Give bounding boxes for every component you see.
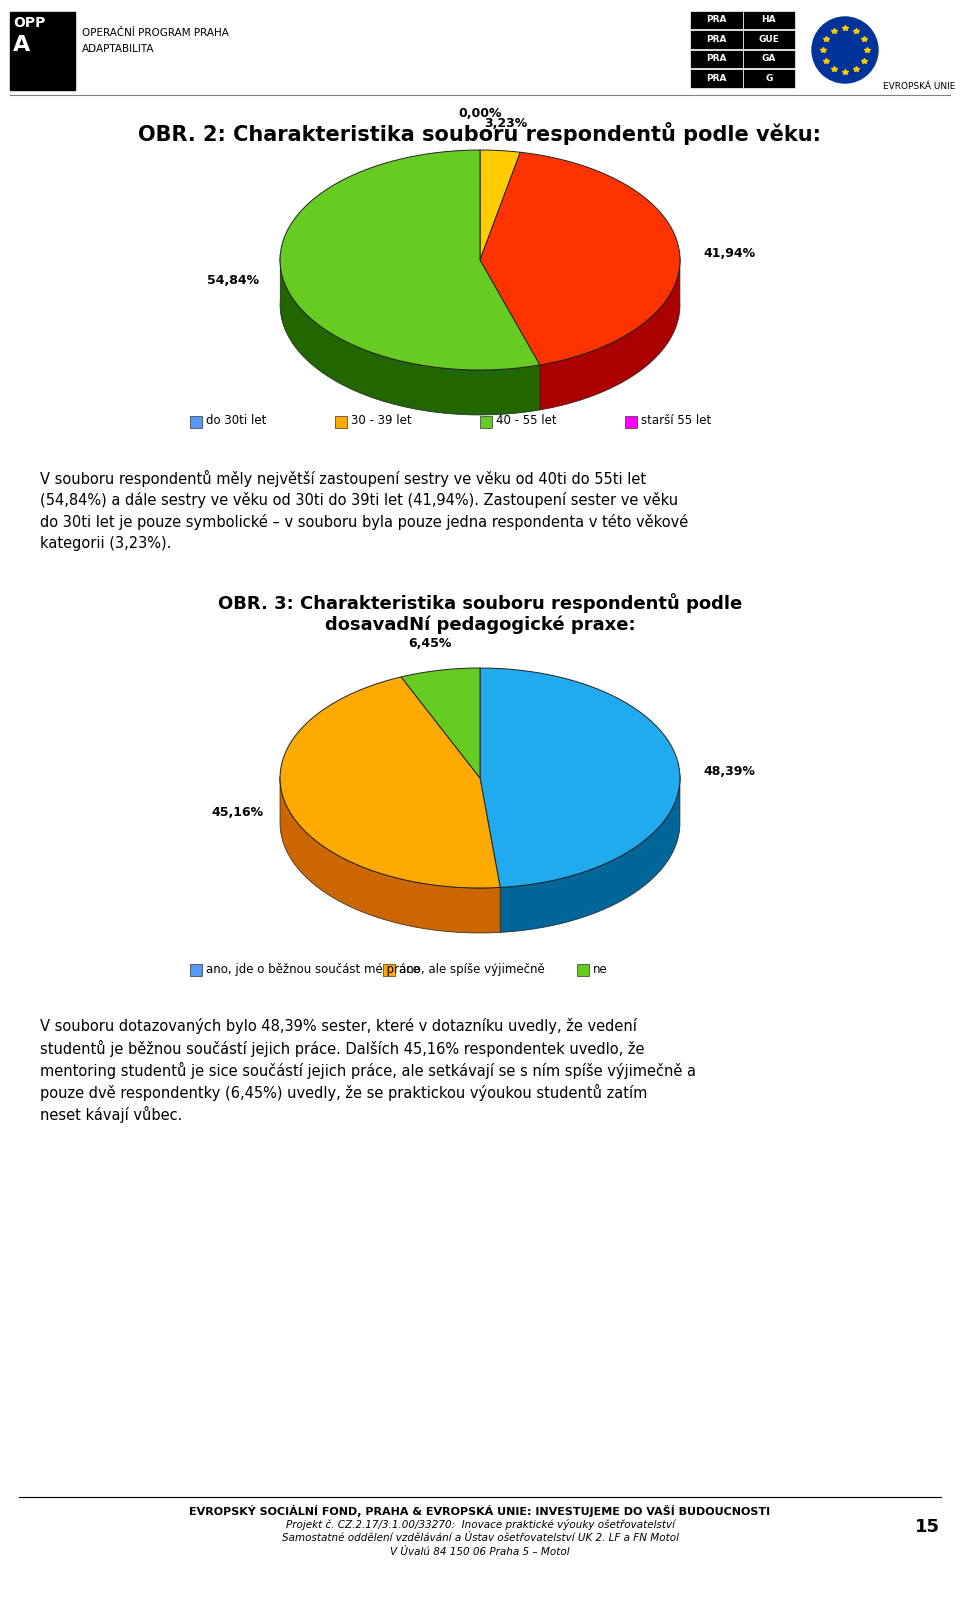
Text: PRA: PRA [706, 15, 727, 24]
Text: OBR. 2: Charakteristika souboru respondentů podle věku:: OBR. 2: Charakteristika souboru responde… [138, 121, 822, 146]
Bar [690, 50, 742, 68]
Text: pouze dvě respondentky (6,45%) uvedly, že se praktickou výoukou studentů zatím: pouze dvě respondentky (6,45%) uvedly, ž… [40, 1083, 647, 1101]
Bar [10, 11, 75, 91]
Text: ano, ale spíše výjimečně: ano, ale spíše výjimečně [399, 962, 545, 975]
Text: A: A [13, 36, 31, 55]
Bar [190, 416, 202, 429]
Text: do 30ti let je pouze symbolické – v souboru byla pouze jedna respondenta v této : do 30ti let je pouze symbolické – v soub… [40, 514, 688, 530]
Bar [480, 416, 492, 429]
Bar [690, 11, 742, 29]
Text: 6,45%: 6,45% [408, 637, 451, 650]
Text: Projekt č. CZ.2.17/3.1.00/33270:  Inovace praktické výouky ošetřovatelství: Projekt č. CZ.2.17/3.1.00/33270: Inovace… [285, 1518, 675, 1530]
Polygon shape [280, 776, 500, 933]
Text: OPERAČNÍ PROGRAM PRAHA: OPERAČNÍ PROGRAM PRAHA [82, 27, 228, 39]
Text: PRA: PRA [706, 55, 727, 63]
Text: EVROPSKÁ UNIE: EVROPSKÁ UNIE [883, 82, 955, 91]
Polygon shape [401, 668, 480, 778]
Bar [742, 11, 795, 29]
Text: 15: 15 [915, 1518, 940, 1536]
Text: starší 55 let: starší 55 let [641, 414, 711, 427]
Polygon shape [540, 257, 680, 411]
Text: V Úvalú 84 150 06 Praha 5 – Motol: V Úvalú 84 150 06 Praha 5 – Motol [390, 1547, 570, 1557]
Text: 3,23%: 3,23% [484, 116, 527, 129]
Text: 40 - 55 let: 40 - 55 let [496, 414, 557, 427]
Text: 45,16%: 45,16% [212, 805, 264, 818]
Text: ano, jde o běžnou součást mé práce: ano, jde o běžnou součást mé práce [206, 962, 420, 975]
Text: 41,94%: 41,94% [704, 246, 756, 260]
Text: PRA: PRA [706, 74, 727, 82]
Text: Samostatné oddělení vzdělávání a Ústav ošetřovatelství UK 2. LF a FN Motol: Samostatné oddělení vzdělávání a Ústav o… [281, 1533, 679, 1543]
Text: ADAPTABILITA: ADAPTABILITA [82, 44, 155, 53]
Text: dosavadNí pedagogické praxe:: dosavadNí pedagogické praxe: [324, 614, 636, 634]
Text: 48,39%: 48,39% [704, 765, 756, 778]
Polygon shape [480, 150, 520, 260]
Text: HA: HA [761, 15, 776, 24]
Bar [335, 416, 347, 429]
Bar [742, 31, 795, 49]
Text: mentoring studentů je sice součástí jejich práce, ale setkávají se s ním spíše v: mentoring studentů je sice součástí jeji… [40, 1062, 696, 1079]
Bar [690, 70, 742, 87]
Bar [190, 964, 202, 977]
Text: 0,00%: 0,00% [458, 107, 502, 120]
Bar [742, 70, 795, 87]
Bar [577, 964, 588, 977]
Polygon shape [280, 678, 500, 888]
Text: ne: ne [592, 962, 608, 975]
Polygon shape [500, 775, 680, 933]
Bar [742, 50, 795, 68]
Text: V souboru dotazovaných bylo 48,39% sester, které v dotazníku uvedly, že vedení: V souboru dotazovaných bylo 48,39% seste… [40, 1019, 636, 1033]
Polygon shape [480, 668, 680, 888]
Text: 54,84%: 54,84% [206, 275, 259, 288]
Text: GUE: GUE [758, 34, 780, 44]
Polygon shape [280, 150, 540, 370]
Text: do 30ti let: do 30ti let [206, 414, 266, 427]
Text: studentů je běžnou součástí jejich práce. Dalších 45,16% respondentek uvedlo, že: studentů je běžnou součástí jejich práce… [40, 1040, 644, 1058]
Text: EVROPSKÝ SOCIÁLNÍ FOND, PRAHA & EVROPSKÁ UNIE: INVESTUJEME DO VAŠÍ BUDOUCNOSTI: EVROPSKÝ SOCIÁLNÍ FOND, PRAHA & EVROPSKÁ… [189, 1505, 771, 1517]
Text: V souboru respondentů měly největší zastoupení sestry ve věku od 40ti do 55ti le: V souboru respondentů měly největší zast… [40, 471, 646, 487]
Text: OPP: OPP [13, 16, 45, 31]
Text: kategorii (3,23%).: kategorii (3,23%). [40, 535, 172, 551]
Bar [690, 31, 742, 49]
Text: 30 - 39 let: 30 - 39 let [351, 414, 412, 427]
Bar [625, 416, 637, 429]
Text: (54,84%) a dále sestry ve věku od 30ti do 39ti let (41,94%). Zastoupení sester v: (54,84%) a dále sestry ve věku od 30ti d… [40, 492, 678, 508]
Circle shape [812, 18, 878, 82]
Bar [383, 964, 396, 977]
Text: neset kávají vůbec.: neset kávají vůbec. [40, 1106, 182, 1124]
Text: GA: GA [761, 55, 776, 63]
Text: PRA: PRA [706, 34, 727, 44]
Polygon shape [480, 152, 680, 365]
Text: G: G [765, 74, 773, 82]
Text: OBR. 3: Charakteristika souboru respondentů podle: OBR. 3: Charakteristika souboru responde… [218, 593, 742, 613]
Polygon shape [280, 254, 540, 416]
